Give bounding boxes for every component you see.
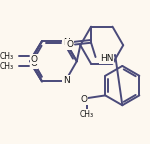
Text: O: O [66,40,73,49]
Text: O: O [80,95,87,104]
Text: N: N [63,38,69,47]
Text: N: N [63,76,69,85]
Text: HN: HN [100,54,114,63]
Text: CH₃: CH₃ [0,62,13,71]
Text: O: O [30,55,37,64]
Text: CH₃: CH₃ [80,110,94,119]
Text: O: O [30,59,37,68]
Text: CH₃: CH₃ [0,52,13,61]
